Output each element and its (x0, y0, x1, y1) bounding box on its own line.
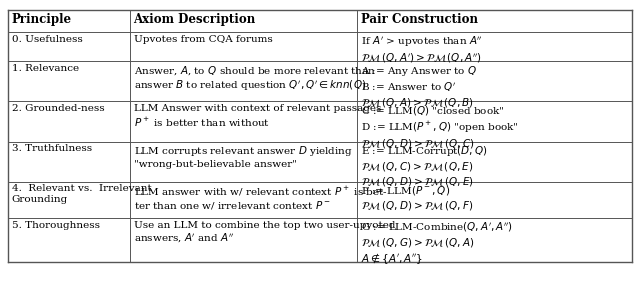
Text: LLM corrupts relevant answer $D$ yielding
"wrong-but-believable answer": LLM corrupts relevant answer $D$ yieldin… (134, 144, 353, 169)
Text: G := LLM-Combine$(Q, A', A'')$
$\mathcal{PM}\,(Q, G) > \mathcal{PM}\,(Q, A)$
$A : G := LLM-Combine$(Q, A', A'')$ $\mathcal… (361, 221, 513, 266)
Text: 5. Thoroughness: 5. Thoroughness (12, 221, 100, 230)
Text: Answer, $A$, to $Q$ should be more relevant than
answer $B$ to related question : Answer, $A$, to $Q$ should be more relev… (134, 64, 376, 94)
Text: A := Any Answer to $Q$
B := Answer to $Q'$
$\mathcal{PM}\,(Q, A) > \mathcal{PM}\: A := Any Answer to $Q$ B := Answer to $Q… (361, 64, 477, 109)
Text: Pair Construction: Pair Construction (361, 13, 478, 26)
Text: Use an LLM to combine the top two user-upvoted
answers, $A'$ and $A''$: Use an LLM to combine the top two user-u… (134, 221, 395, 245)
Text: 1. Relevance: 1. Relevance (12, 64, 79, 73)
Text: C := LLM$(Q)$ "closed book"
D := LLM$(P^+, Q)$ "open book"
$\mathcal{PM}\,(Q, D): C := LLM$(Q)$ "closed book" D := LLM$(P^… (361, 104, 519, 150)
Text: F := LLM$(P^-, Q)$
$\mathcal{PM}\,(Q, D) > \mathcal{PM}\,(Q, F)$: F := LLM$(P^-, Q)$ $\mathcal{PM}\,(Q, D)… (361, 185, 474, 212)
Text: 0. Usefulness: 0. Usefulness (12, 35, 83, 44)
Text: LLM Answer with context of relevant passages
$P^+$ is better than without: LLM Answer with context of relevant pass… (134, 104, 381, 129)
Text: 3. Truthfulness: 3. Truthfulness (12, 144, 92, 154)
Text: Upvotes from CQA forums: Upvotes from CQA forums (134, 35, 272, 44)
Text: LLM answer with w/ relevant context $P^+$ is bet-
ter than one w/ irrelevant con: LLM answer with w/ relevant context $P^+… (134, 185, 387, 212)
Text: Axiom Description: Axiom Description (134, 13, 256, 26)
Text: E := LLM-Corrupt$(D, Q)$
$\mathcal{PM}\,(Q, C) > \mathcal{PM}\,(Q, E)$
$\mathcal: E := LLM-Corrupt$(D, Q)$ $\mathcal{PM}\,… (361, 144, 488, 188)
Text: Principle: Principle (12, 13, 72, 26)
Text: 4.  Relevant vs.  Irrelevant
Grounding: 4. Relevant vs. Irrelevant Grounding (12, 185, 152, 204)
Text: If $A'$ > upvotes than $A''$
$\mathcal{PM}\,(Q, A') > \mathcal{PM}\,(Q, A'')$: If $A'$ > upvotes than $A''$ $\mathcal{P… (361, 35, 483, 65)
Text: 2. Grounded-ness: 2. Grounded-ness (12, 104, 104, 113)
